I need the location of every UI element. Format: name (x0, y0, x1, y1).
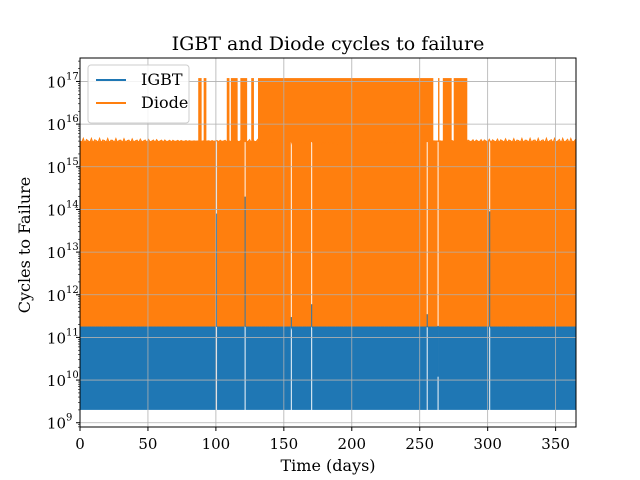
x-tick-label: 350 (541, 435, 570, 453)
series-band-igbt (427, 326, 438, 410)
y-tick-label: 10 (47, 201, 66, 219)
legend-label-igbt: IGBT (141, 70, 183, 89)
x-tick-label: 250 (405, 435, 434, 453)
series-band-igbt (490, 326, 576, 410)
y-tick-label: 10 (47, 329, 66, 347)
series-band-diode (490, 141, 576, 327)
plot-area (79, 78, 577, 410)
axes-frame (79, 57, 577, 428)
series-band-igbt (438, 326, 490, 410)
diode-burst (442, 78, 452, 143)
y-tick-exponent: 11 (66, 327, 79, 338)
series-band-diode (427, 141, 438, 327)
y-axis-label: Cycles to Failure (15, 177, 34, 313)
diode-burst (438, 78, 440, 143)
legend-label-diode: Diode (141, 93, 188, 112)
y-tick-label: 10 (47, 116, 66, 134)
y-tick-exponent: 9 (66, 413, 72, 424)
series-band-igbt (245, 326, 291, 410)
diode-burst (258, 78, 434, 143)
y-tick-exponent: 13 (66, 242, 79, 253)
diode-burst (226, 78, 230, 143)
x-tick-label: 50 (138, 435, 157, 453)
y-tick-exponent: 10 (66, 370, 79, 381)
y-tick-exponent: 14 (66, 199, 79, 210)
x-tick-label: 150 (270, 435, 299, 453)
diode-burst (240, 78, 248, 143)
diode-burst (230, 78, 238, 143)
diode-burst (453, 78, 468, 143)
x-tick-label: 100 (202, 435, 231, 453)
y-tick-exponent: 15 (66, 157, 79, 168)
y-tick-exponent: 12 (66, 285, 79, 296)
y-tick-label: 10 (47, 244, 66, 262)
series-band-diode (291, 141, 312, 327)
series-band-diode (312, 141, 427, 327)
chart-title: IGBT and Diode cycles to failure (172, 33, 485, 55)
series-band-diode (217, 141, 245, 327)
y-tick-label: 10 (47, 415, 66, 433)
x-axis-label: Time (days) (280, 456, 375, 475)
y-tick-label: 10 (47, 73, 66, 91)
y-tick-label: 10 (47, 372, 66, 390)
y-tick-exponent: 17 (66, 71, 79, 82)
x-tick-label: 300 (473, 435, 502, 453)
series-band-igbt (291, 326, 312, 410)
diode-burst (251, 78, 254, 143)
series-band-igbt (217, 326, 245, 410)
x-tick-label: 200 (337, 435, 366, 453)
legend: IGBT Diode (87, 64, 190, 124)
x-tick-label: 0 (75, 435, 85, 453)
series-band-diode (438, 141, 490, 327)
series-band-diode (245, 141, 291, 327)
y-tick-exponent: 16 (66, 114, 79, 125)
diode-burst (203, 78, 207, 143)
y-tick-label: 10 (47, 287, 66, 305)
y-tick-label: 10 (47, 159, 66, 177)
series-band-igbt (312, 326, 427, 410)
diode-burst (198, 78, 202, 143)
